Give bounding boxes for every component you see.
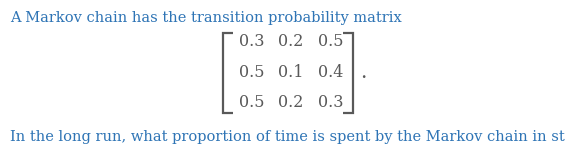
Text: In the long run, what proportion of time is spent by the Markov chain in state 3: In the long run, what proportion of time… xyxy=(10,130,565,144)
Text: 0.1: 0.1 xyxy=(278,64,304,81)
Text: 0.2: 0.2 xyxy=(279,94,303,111)
Text: 0.4: 0.4 xyxy=(318,64,343,81)
Text: .: . xyxy=(360,63,367,82)
Text: 0.3: 0.3 xyxy=(238,33,264,50)
Text: 0.5: 0.5 xyxy=(238,64,264,81)
Text: 0.5: 0.5 xyxy=(238,94,264,111)
Text: A Markov chain has the transition probability matrix: A Markov chain has the transition probab… xyxy=(10,11,402,25)
Text: 0.3: 0.3 xyxy=(318,94,344,111)
Text: 0.5: 0.5 xyxy=(318,33,344,50)
Text: 0.2: 0.2 xyxy=(279,33,303,50)
